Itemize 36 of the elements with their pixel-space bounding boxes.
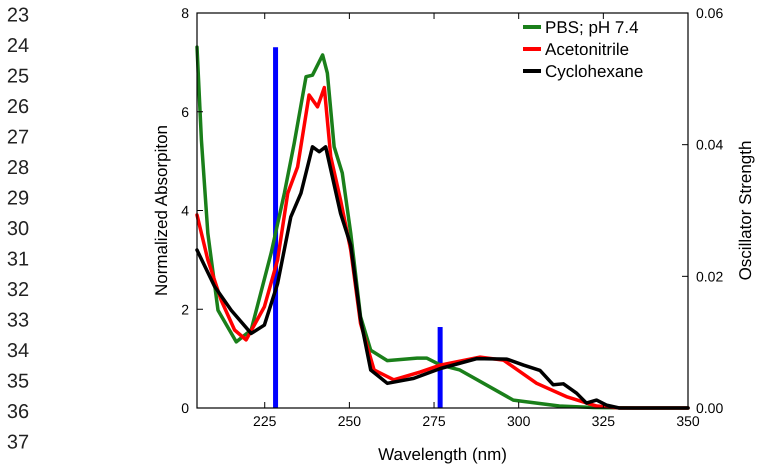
text: 33 — [6, 309, 30, 332]
legend-label: PBS; pH 7.4 — [545, 18, 639, 37]
y-tick-label: 0 — [181, 400, 190, 416]
text: 24 — [6, 34, 30, 57]
y-tick-label: 4 — [181, 202, 190, 218]
x-axis-title: Wavelength (nm) — [378, 445, 507, 464]
text: 37 — [6, 431, 30, 454]
y-tick-label: 6 — [181, 104, 190, 120]
y2-tick-label: 0.04 — [696, 136, 724, 153]
x-tick-label: 250 — [338, 413, 362, 429]
y-tick-label: 2 — [181, 301, 190, 318]
x-tick-label: 325 — [592, 413, 616, 429]
text: 27 — [6, 126, 30, 148]
text: 34 — [6, 340, 30, 362]
text: 29 — [6, 187, 30, 210]
y2-tick-label: 0.06 — [696, 5, 724, 21]
x-tick-label: 350 — [676, 413, 700, 429]
text: 25 — [6, 65, 30, 88]
text: 32 — [6, 278, 30, 301]
y-tick-label: 8 — [181, 5, 190, 21]
y2-axis-title: Oscillator Strength — [736, 140, 755, 280]
y-axis-title: Normalized Absorpiton — [152, 124, 171, 296]
legend-label: Acetonitrile — [545, 40, 630, 59]
text: 23 — [6, 4, 30, 26]
x-tick-label: 300 — [507, 413, 531, 429]
text: 31 — [6, 248, 30, 270]
text: 26 — [6, 96, 30, 118]
legend-label: Cyclohexane — [545, 62, 644, 81]
text: 28 — [6, 156, 30, 179]
x-tick-label: 225 — [253, 413, 277, 429]
text: 35 — [6, 370, 30, 392]
text: 30 — [6, 218, 30, 240]
y2-tick-label: 0.00 — [696, 400, 724, 416]
x-tick-label: 275 — [422, 413, 446, 429]
y2-tick-label: 0.02 — [696, 268, 724, 284]
text: 36 — [6, 400, 30, 423]
